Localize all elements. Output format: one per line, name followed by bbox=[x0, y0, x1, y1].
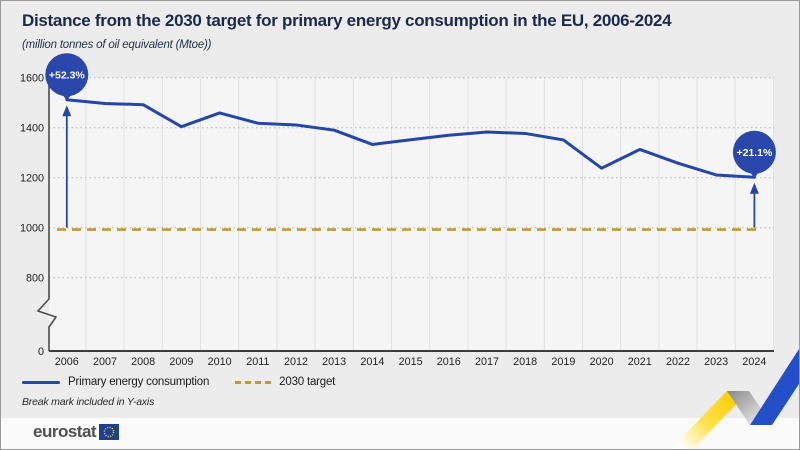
page-title: Distance from the 2030 target for primar… bbox=[22, 11, 672, 30]
legend-item-2030-target: 2030 target bbox=[235, 376, 335, 388]
svg-text:2010: 2010 bbox=[208, 356, 232, 368]
svg-text:1400: 1400 bbox=[20, 123, 44, 135]
ribbon-yellow-band bbox=[671, 391, 749, 449]
svg-text:2016: 2016 bbox=[437, 356, 461, 368]
axis-break-note: Break mark included in Y-axis bbox=[22, 396, 155, 408]
eurostat-logo: eurostat bbox=[33, 422, 120, 442]
svg-text:2024: 2024 bbox=[742, 356, 766, 368]
svg-text:2022: 2022 bbox=[666, 356, 690, 368]
svg-text:2020: 2020 bbox=[590, 356, 614, 368]
svg-text:2019: 2019 bbox=[551, 356, 575, 368]
energy-consumption-line-chart: 0 800 1000 1200 1400 1600 2006 2007 2008 2009 2010… bbox=[20, 53, 776, 368]
svg-text:2007: 2007 bbox=[93, 356, 117, 368]
primary-energy-line bbox=[65, 98, 756, 179]
annotation-badge: +52.3% bbox=[45, 53, 89, 101]
plot-area bbox=[49, 77, 774, 351]
eurostat-ribbon-decoration bbox=[659, 344, 799, 449]
svg-text:2017: 2017 bbox=[475, 356, 499, 368]
svg-text:2015: 2015 bbox=[399, 356, 423, 368]
ribbon-blue-band bbox=[750, 349, 799, 425]
legend-label: 2030 target bbox=[279, 376, 336, 388]
legend-line-swatch bbox=[22, 380, 60, 384]
footer-band bbox=[1, 418, 799, 449]
svg-text:2023: 2023 bbox=[704, 356, 728, 368]
svg-text:1000: 1000 bbox=[20, 223, 44, 235]
svg-text:0: 0 bbox=[38, 346, 44, 358]
page-subtitle: (million tonnes of oil equivalent (Mtoe)… bbox=[22, 39, 212, 51]
eu-flag-icon bbox=[99, 424, 120, 440]
svg-text:1600: 1600 bbox=[20, 73, 44, 85]
svg-text:2021: 2021 bbox=[628, 356, 652, 368]
legend-label: Primary energy consumption bbox=[68, 376, 210, 388]
chart-legend: Primary energy consumption 2030 target bbox=[22, 376, 335, 388]
svg-text:+52.3%: +52.3% bbox=[49, 70, 86, 82]
svg-text:2009: 2009 bbox=[169, 356, 193, 368]
eurostat-logo-text: eurostat bbox=[33, 422, 97, 441]
svg-text:2012: 2012 bbox=[284, 356, 308, 368]
legend-dash-swatch bbox=[235, 380, 272, 384]
svg-text:2011: 2011 bbox=[246, 356, 269, 368]
svg-text:2013: 2013 bbox=[322, 356, 346, 368]
svg-text:+21.1%: +21.1% bbox=[736, 147, 773, 159]
annotation-badge: +21.1% bbox=[732, 130, 776, 179]
svg-text:2008: 2008 bbox=[131, 356, 155, 368]
y-axis-with-break bbox=[36, 74, 58, 351]
svg-text:1200: 1200 bbox=[20, 173, 44, 185]
svg-text:2014: 2014 bbox=[360, 356, 384, 368]
svg-text:2006: 2006 bbox=[55, 356, 79, 368]
legend-item-primary-energy: Primary energy consumption bbox=[22, 376, 209, 388]
svg-text:2018: 2018 bbox=[513, 356, 537, 368]
svg-text:800: 800 bbox=[26, 273, 44, 285]
